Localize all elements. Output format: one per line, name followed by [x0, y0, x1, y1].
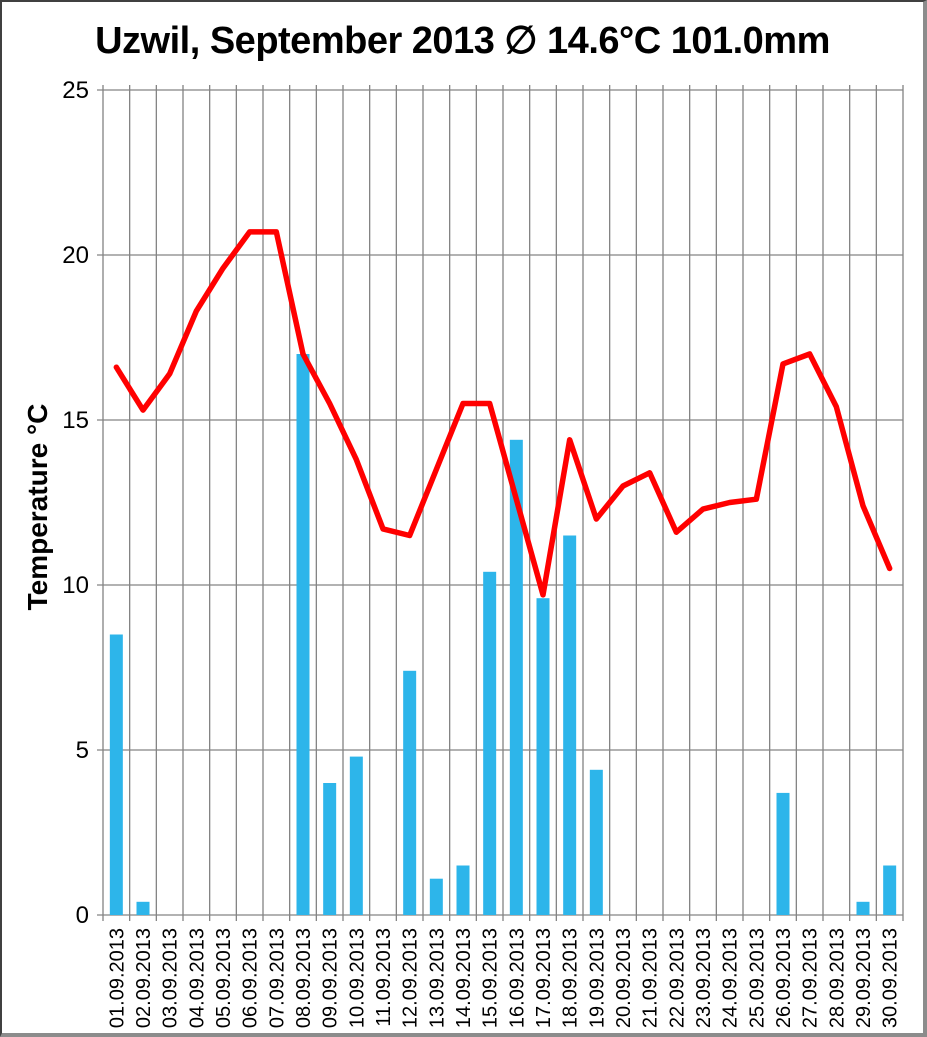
x-tick-label: 21.09.2013: [640, 928, 662, 1028]
y-tick-label: 20: [62, 242, 89, 269]
x-tick-label: 30.09.2013: [880, 928, 902, 1028]
precipitation-bar: [589, 769, 603, 915]
x-tick-label: 19.09.2013: [586, 928, 608, 1028]
x-tick-label: 16.09.2013: [506, 928, 528, 1028]
x-tick-label: 12.09.2013: [400, 928, 422, 1028]
x-tick-label: 13.09.2013: [426, 928, 448, 1028]
precipitation-bar: [509, 439, 523, 915]
temperature-line: [113, 229, 893, 598]
y-tick-label: 25: [62, 77, 89, 104]
x-tick-label: 26.09.2013: [773, 928, 795, 1028]
x-tick-label: 23.09.2013: [693, 928, 715, 1028]
precipitation-bar: [883, 865, 897, 915]
x-tick-label: 27.09.2013: [800, 928, 822, 1028]
x-tick-label: 01.09.2013: [106, 928, 128, 1028]
precipitation-bar: [109, 634, 123, 915]
precipitation-bar: [776, 792, 790, 915]
precipitation-bar: [429, 878, 443, 915]
x-tick-label: 10.09.2013: [346, 928, 368, 1028]
x-tick-label: 15.09.2013: [480, 928, 502, 1028]
x-tick-label: 05.09.2013: [213, 928, 235, 1028]
x-tick-label: 29.09.2013: [853, 928, 875, 1028]
x-tick-label: 20.09.2013: [613, 928, 635, 1028]
precipitation-bar: [349, 756, 363, 915]
x-tick-label: 04.09.2013: [186, 928, 208, 1028]
precipitation-bar: [403, 670, 417, 915]
precipitation-bar: [563, 535, 577, 915]
precipitation-bar: [296, 354, 310, 915]
x-tick-label: 25.09.2013: [746, 928, 768, 1028]
y-tick-label: 5: [76, 737, 89, 764]
y-tick-label: 15: [62, 407, 89, 434]
x-tick-label: 11.09.2013: [373, 928, 395, 1027]
x-tick-label: 09.09.2013: [320, 928, 342, 1028]
x-tick-label: 22.09.2013: [666, 928, 688, 1028]
x-tick-label: 02.09.2013: [133, 928, 155, 1028]
x-tick-label: 14.09.2013: [453, 928, 475, 1028]
x-tick-label: 07.09.2013: [266, 928, 288, 1028]
x-tick-label: 03.09.2013: [160, 928, 182, 1028]
x-tick-label: 17.09.2013: [533, 928, 555, 1028]
x-tick-label: 18.09.2013: [560, 928, 582, 1028]
precipitation-bar: [536, 598, 550, 915]
x-tick-label: 08.09.2013: [293, 928, 315, 1028]
precipitation-bar: [483, 571, 497, 915]
precipitation-bar: [856, 901, 870, 915]
x-tick-label: 28.09.2013: [826, 928, 848, 1028]
x-tick-label: 06.09.2013: [240, 928, 262, 1028]
y-tick-label: 0: [76, 902, 89, 929]
precipitation-bar: [136, 901, 150, 915]
x-tick-label: 24.09.2013: [720, 928, 742, 1028]
y-tick-label: 10: [62, 572, 89, 599]
precipitation-bar: [456, 865, 470, 915]
chart-title: Uzwil, September 2013 ∅ 14.6°C 101.0mm: [95, 20, 830, 62]
precipitation-bar: [323, 783, 337, 915]
